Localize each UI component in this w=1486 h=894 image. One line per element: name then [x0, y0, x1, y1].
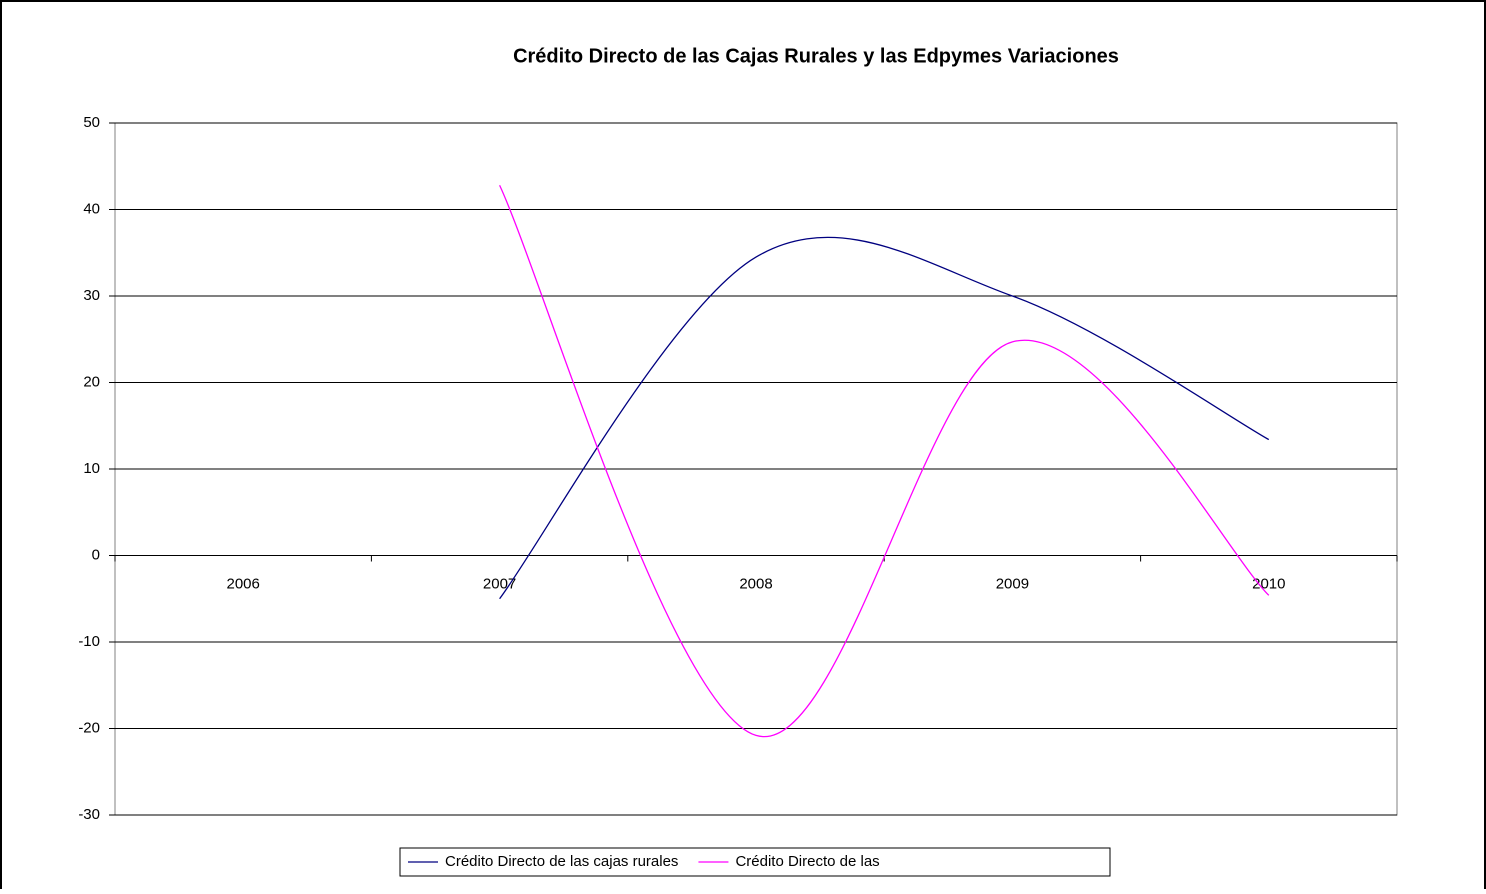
legend-label: Crédito Directo de las	[735, 853, 879, 870]
y-tick-label: -20	[78, 719, 100, 736]
chart-title: Crédito Directo de las Cajas Rurales y l…	[513, 45, 1119, 67]
y-tick-label: 40	[83, 200, 100, 217]
y-tick-label: 10	[83, 460, 100, 477]
legend-label: Crédito Directo de las cajas rurales	[445, 853, 678, 870]
y-tick-label: 50	[83, 114, 100, 131]
x-tick-label: 2008	[739, 575, 772, 592]
legend: Crédito Directo de las cajas rurales Créd…	[399, 847, 1111, 877]
x-tick-label: 2007	[483, 575, 516, 592]
y-tick-label: -10	[78, 633, 100, 650]
x-tick-label: 2010	[1252, 575, 1285, 592]
series-line	[499, 185, 1270, 738]
y-tick-label: 0	[92, 546, 100, 563]
y-tick-label: -30	[78, 806, 100, 823]
legend-box	[399, 847, 1111, 877]
x-tick-label: 2009	[996, 575, 1029, 592]
x-tick-label: 2006	[227, 575, 260, 592]
y-tick-label: 30	[83, 287, 100, 304]
series-line	[499, 236, 1270, 600]
y-tick-label: 20	[83, 373, 100, 390]
